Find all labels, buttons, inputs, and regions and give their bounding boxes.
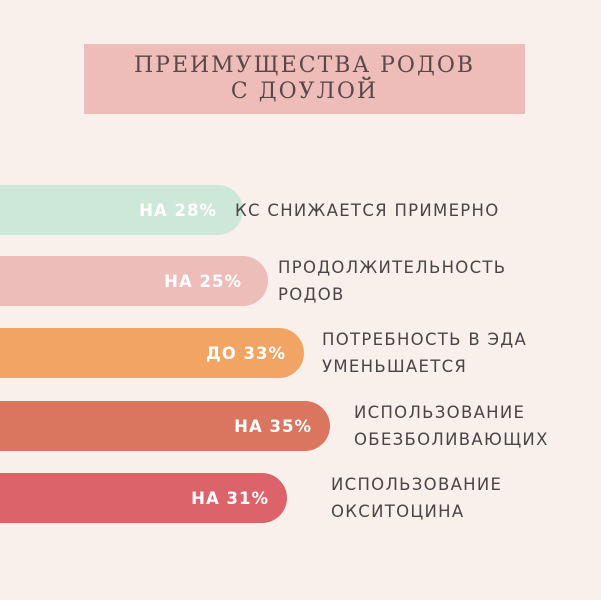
benefit-description-3-line-2: УМЕНЬШАЕТСЯ <box>322 357 468 376</box>
benefit-description-3-line-1: ПОТРЕБНОСТЬ В ЭДА <box>322 330 528 349</box>
benefit-description-5: ИСПОЛЬЗОВАНИЕ ОКСИТОЦИНА <box>331 470 502 526</box>
benefit-description-2: ПРОДОЛЖИТЕЛЬНОСТЬ РОДОВ <box>278 253 506 309</box>
title-line-2: С ДОУЛОЙ <box>230 79 379 104</box>
title-line-1: ПРЕИМУЩЕСТВА РОДОВ <box>133 53 476 78</box>
benefit-bar-1: НА 28% <box>0 185 243 235</box>
benefit-value-2: НА 25% <box>164 271 242 291</box>
benefit-description-4-line-2: ОБЕЗБОЛИВАЮЩИХ <box>354 430 549 449</box>
benefit-bar-3: ДО 33% <box>0 328 304 378</box>
benefit-value-1: НА 28% <box>139 200 217 220</box>
benefit-description-2-line-1: ПРОДОЛЖИТЕЛЬНОСТЬ <box>278 258 507 277</box>
benefit-description-1-line-1: КС СНИЖАЕТСЯ ПРИМЕРНО <box>235 200 500 220</box>
benefit-bar-5: НА 31% <box>0 473 287 523</box>
benefit-description-3: ПОТРЕБНОСТЬ В ЭДА УМЕНЬШАЕТСЯ <box>322 325 527 381</box>
benefit-value-4: НА 35% <box>234 416 312 436</box>
benefit-bar-2: НА 25% <box>0 256 268 306</box>
benefit-description-5-line-2: ОКСИТОЦИНА <box>331 502 465 521</box>
benefit-description-1: КС СНИЖАЕТСЯ ПРИМЕРНО <box>235 185 500 235</box>
benefit-description-4: ИСПОЛЬЗОВАНИЕ ОБЕЗБОЛИВАЮЩИХ <box>354 398 549 454</box>
benefit-description-2-line-2: РОДОВ <box>278 285 345 304</box>
benefit-description-4-line-1: ИСПОЛЬЗОВАНИЕ <box>354 403 526 422</box>
benefit-value-3: ДО 33% <box>206 343 286 363</box>
title-box: ПРЕИМУЩЕСТВА РОДОВ С ДОУЛОЙ <box>84 44 525 114</box>
benefit-bar-4: НА 35% <box>0 401 330 451</box>
benefit-description-5-line-1: ИСПОЛЬЗОВАНИЕ <box>331 475 503 494</box>
benefit-value-5: НА 31% <box>191 488 269 508</box>
